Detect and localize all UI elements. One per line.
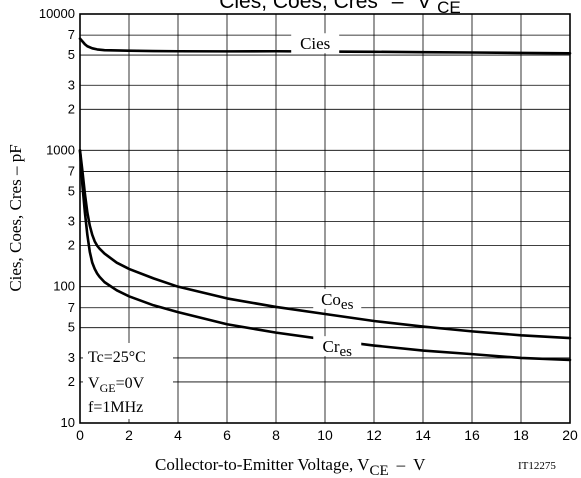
y-tick-label: 100 — [53, 279, 75, 294]
chart-title-main: Cies, Coes, Cres — [219, 0, 378, 13]
series-line-cies — [78, 37, 572, 55]
series-labels: Cies Coes Cres — [291, 33, 362, 360]
x-tick-label: 14 — [415, 427, 431, 443]
y-tick-label: 5 — [68, 320, 75, 335]
y-tick-label: 3 — [68, 350, 75, 365]
x-tick-label: 8 — [272, 427, 280, 443]
y-tick-label: 3 — [68, 214, 75, 229]
y-axis-label: Cies, Coes, Cres – pF — [6, 144, 25, 291]
x-axis-label: Collector-to-Emitter Voltage, VCE – V — [155, 455, 426, 478]
chart-title-v: V — [417, 0, 431, 13]
x-tick-label: 12 — [366, 427, 382, 443]
y-tick-label: 5 — [68, 183, 75, 198]
conditions-background — [83, 343, 173, 419]
series-label-background — [313, 288, 362, 309]
x-tick-label: 10 — [317, 427, 333, 443]
y-tick-label: 2 — [68, 101, 75, 116]
y-tick-label: 7 — [68, 300, 75, 315]
plot-frame — [79, 13, 571, 424]
x-tick-label: 2 — [125, 427, 133, 443]
y-tick-label: 3 — [68, 77, 75, 92]
x-tick-label: 20 — [562, 427, 578, 443]
y-tick-label: 10000 — [39, 6, 75, 21]
figure-id: IT12275 — [518, 460, 556, 472]
y-tick-label: 1000 — [46, 142, 75, 157]
series-label-background — [313, 336, 362, 357]
x-tick-label: 0 — [76, 427, 84, 443]
series-lines — [78, 37, 572, 362]
condition-frequency: f=1MHz — [88, 399, 143, 416]
y-tick-label: 7 — [68, 27, 75, 42]
y-tick-label: 7 — [68, 163, 75, 178]
condition-temperature: Tc=25°C — [88, 349, 146, 366]
x-tick-label: 16 — [464, 427, 480, 443]
x-tick-label: 18 — [513, 427, 529, 443]
series-line-coes — [78, 149, 572, 340]
series-label-background — [291, 33, 340, 54]
y-axis-ticks: 10000 7 5 3 2 1000 7 5 3 2 100 7 5 3 2 10 — [39, 6, 75, 430]
series-label-cres: Cres — [323, 337, 353, 360]
y-tick-label: 2 — [68, 238, 75, 253]
series-line-cres — [78, 149, 572, 362]
chart-title-sub: CE — [437, 0, 461, 17]
y-tick-label: 5 — [68, 47, 75, 62]
y-tick-label: 10 — [61, 415, 75, 430]
chart-title-connector: – — [392, 0, 404, 13]
x-tick-label: 6 — [223, 427, 231, 443]
x-axis-ticks: 0 2 4 6 8 10 12 14 16 18 20 — [76, 427, 578, 443]
condition-vge: VGE=0V — [88, 375, 145, 395]
conditions-box: Tc=25°C VGE=0V f=1MHz — [83, 343, 173, 419]
x-tick-label: 4 — [174, 427, 182, 443]
chart-title: Cies, Coes, Cres – V CE — [219, 0, 461, 17]
series-label-cies: Cies — [300, 34, 330, 53]
y-tick-label: 2 — [68, 374, 75, 389]
series-label-coes: Coes — [321, 290, 354, 313]
